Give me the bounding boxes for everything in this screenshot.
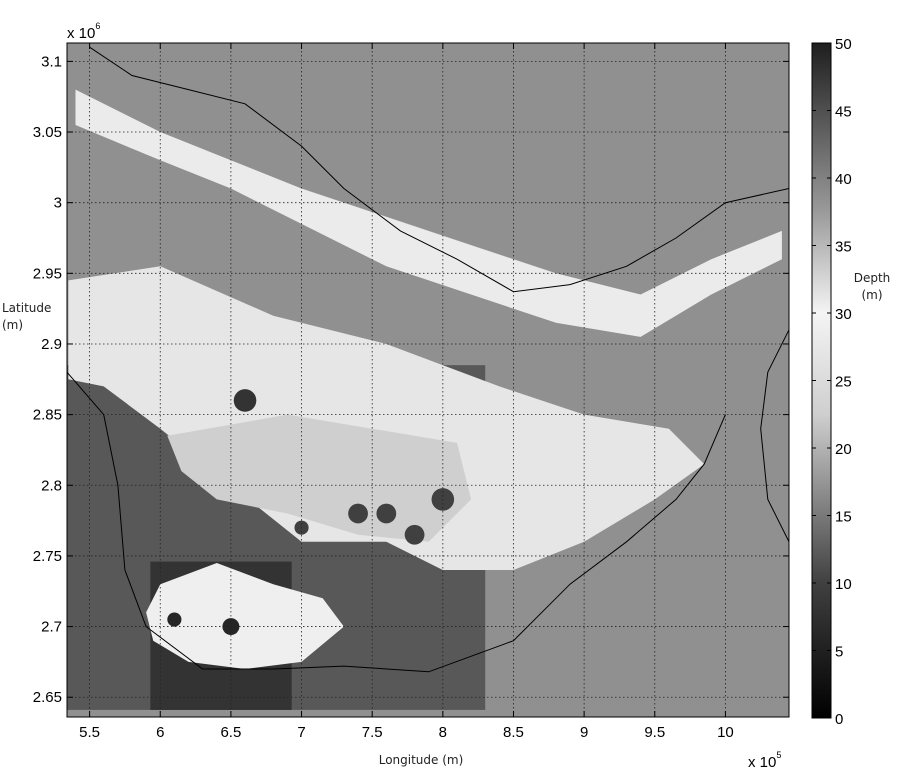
x-tick-label: 10 [717,724,734,741]
y-tick-label: 2.9 [41,336,62,353]
coastline-east-coast [760,329,789,543]
coastline-southern-coast [67,371,726,673]
x-tick-label: 8 [439,724,447,741]
region-gulf-shelf [68,266,705,570]
x-tick-label: 9 [580,724,588,741]
y-axis-ticks: 2.65 2.7 2.75 2.8 2.85 2.9 2.95 3 3.05 3.1 [33,53,789,706]
y-tick-label: 2.75 [33,548,62,565]
colorbar-label: Depth (m) [853,271,891,302]
y-tick-label: 2.95 [33,265,62,282]
y-tick-label: 3.1 [41,53,62,70]
colorbar-tick-label: 15 [835,509,852,526]
deep-spot-3 [376,503,397,524]
y-multiplier: x 106 [67,21,100,42]
x-axis-ticks: 5.5 6 6.5 7 7.5 8 8.5 9 9.5 10 [79,43,734,741]
colorbar-tick-label: 40 [835,171,852,188]
colorbar-tick-label: 5 [835,644,843,661]
grid-lines [67,43,789,717]
colorbar-tick-label: 10 [835,576,852,593]
y-tick-label: 2.8 [41,477,62,494]
y-tick-label: 2.85 [33,407,62,424]
y-tick-label: 2.7 [41,619,62,636]
coastline-northern-coast [89,46,789,293]
x-multiplier: x 105 [748,750,781,771]
x-tick-label: 6 [156,724,164,741]
colorbar-tick-label: 25 [835,374,852,391]
deep-spot-7 [222,618,240,636]
deep-spot-2 [348,503,368,524]
x-tick-label: 5.5 [79,724,100,741]
y-axis-label: Latitude (m) [2,301,52,332]
colorbar-tick-label: 45 [835,104,852,121]
x-tick-label: 9.5 [644,724,665,741]
y-tick-label: 3 [54,195,62,212]
x-axis-label: Longitude (m) [379,753,464,767]
x-tick-label: 8.5 [503,724,524,741]
y-tick-label: 2.65 [33,689,62,706]
x-tick-label: 6.5 [220,724,241,741]
deep-spot-5 [404,524,425,545]
colorbar-tick-label: 35 [835,239,852,256]
colorbar-tick-label: 20 [835,441,852,458]
coastline-contours [67,46,789,673]
plot-area [67,43,789,717]
plot-frame [66,42,790,718]
colorbar-tick-label: 50 [835,36,852,53]
region-coastal-shoals [146,563,344,669]
colorbar-label-box: Depth (m) [853,271,891,302]
colorbar-ticks: 0 5 10 15 20 25 30 35 40 45 50 [812,36,852,728]
y-tick-label: 3.05 [33,124,62,141]
colorbar-tick-label: 0 [835,711,843,728]
x-tick-label: 7.5 [362,724,383,741]
colorbar-tick-label: 30 [835,306,852,323]
deep-spot-8 [167,612,182,627]
deep-spot-1 [233,389,257,412]
y-axis-label-box: Latitude (m) [2,301,52,332]
x-tick-label: 7 [297,724,305,741]
